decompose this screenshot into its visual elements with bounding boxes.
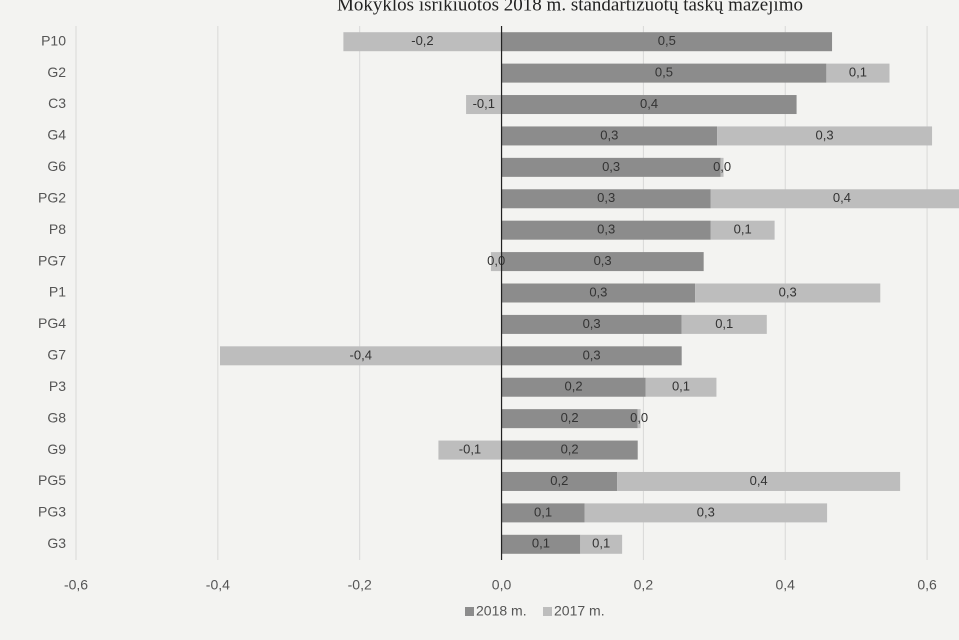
data-label: 0,3 <box>594 253 612 268</box>
data-label: 0,5 <box>658 33 676 48</box>
data-label: -0,4 <box>350 347 372 362</box>
bar <box>584 503 828 523</box>
y-tick-label: PG2 <box>38 189 66 205</box>
bar <box>501 314 682 334</box>
bar <box>501 126 718 146</box>
y-tick-label: P8 <box>49 221 66 237</box>
x-tick-label: 0,0 <box>492 577 512 593</box>
x-tick-label: -0,2 <box>348 577 372 593</box>
data-label: 0,3 <box>697 504 715 519</box>
legend-label: 2018 m. <box>476 603 527 619</box>
data-label: 0,3 <box>816 127 834 142</box>
bar <box>645 377 717 397</box>
data-label: 0,1 <box>849 65 867 80</box>
bar <box>501 252 704 272</box>
data-label: -0,1 <box>459 441 481 456</box>
data-label: 0,3 <box>597 190 615 205</box>
data-label: -0,1 <box>473 96 495 111</box>
bar <box>490 252 502 272</box>
y-tick-label: G3 <box>47 535 66 551</box>
data-label: 0,2 <box>550 473 568 488</box>
bar <box>826 63 890 83</box>
data-label: 0,3 <box>583 316 601 331</box>
bar <box>501 95 797 115</box>
bar <box>501 471 618 491</box>
x-tick-label: -0,6 <box>64 577 88 593</box>
data-label: 0,1 <box>534 504 552 519</box>
data-label: 0,4 <box>833 190 851 205</box>
legend-label: 2017 m. <box>554 603 605 619</box>
data-label: 0,1 <box>532 536 550 551</box>
data-label: 0,3 <box>602 159 620 174</box>
y-tick-label: G6 <box>47 158 66 174</box>
chart-title: Mokyklos išrikiuotos 2018 m. standartizu… <box>337 0 803 15</box>
x-tick-label: 0,2 <box>634 577 654 593</box>
y-tick-label: P3 <box>49 378 66 394</box>
legend-swatch <box>465 607 474 616</box>
legend-swatch <box>543 607 552 616</box>
bar <box>717 126 933 146</box>
bar <box>501 220 711 240</box>
bar <box>580 534 623 554</box>
data-label: 0,2 <box>561 441 579 456</box>
y-tick-label: G2 <box>47 64 66 80</box>
x-tick-label: 0,6 <box>917 577 937 593</box>
bar <box>501 189 711 209</box>
data-label: 0,0 <box>630 410 648 425</box>
data-label: 0,3 <box>589 284 607 299</box>
bar <box>637 409 641 429</box>
x-tick-label: 0,4 <box>776 577 796 593</box>
data-label: 0,2 <box>564 379 582 394</box>
data-label: 0,4 <box>640 96 658 111</box>
data-label: 0,0 <box>713 159 731 174</box>
data-label: 0,0 <box>487 253 505 268</box>
y-tick-label: G9 <box>47 441 66 457</box>
bar <box>501 346 682 366</box>
data-label: 0,2 <box>561 410 579 425</box>
y-tick-label: G8 <box>47 409 66 425</box>
bar <box>501 157 721 177</box>
bar <box>710 189 959 209</box>
y-tick-label: PG4 <box>38 315 66 331</box>
data-label: 0,1 <box>715 316 733 331</box>
data-label: 0,1 <box>592 536 610 551</box>
data-label: 0,5 <box>655 65 673 80</box>
bar <box>466 95 502 115</box>
data-label: -0,2 <box>411 33 433 48</box>
bar <box>343 32 502 52</box>
data-label: 0,3 <box>583 347 601 362</box>
bar <box>501 409 638 429</box>
bar <box>710 220 775 240</box>
bar <box>501 63 827 83</box>
bar <box>219 346 502 366</box>
bar <box>501 377 646 397</box>
data-label: 0,1 <box>734 222 752 237</box>
bar <box>438 440 502 460</box>
x-tick-label: -0,4 <box>206 577 230 593</box>
bar <box>720 157 724 177</box>
y-tick-label: P1 <box>49 284 66 300</box>
y-tick-label: C3 <box>48 95 66 111</box>
bar <box>617 471 901 491</box>
bar <box>501 534 581 554</box>
y-tick-label: G4 <box>47 127 66 143</box>
y-tick-label: G7 <box>47 347 66 363</box>
bar <box>501 283 696 303</box>
bar <box>501 32 833 52</box>
y-tick-label: P10 <box>41 32 66 48</box>
data-label: 0,1 <box>672 379 690 394</box>
data-label: 0,3 <box>779 284 797 299</box>
bar <box>695 283 881 303</box>
bar <box>501 503 585 523</box>
data-label: 0,3 <box>600 127 618 142</box>
y-tick-label: PG3 <box>38 504 66 520</box>
data-label: 0,4 <box>750 473 768 488</box>
bar <box>501 440 638 460</box>
data-label: 0,3 <box>597 222 615 237</box>
y-tick-label: PG7 <box>38 252 66 268</box>
y-tick-label: PG5 <box>38 472 66 488</box>
bar <box>681 314 767 334</box>
